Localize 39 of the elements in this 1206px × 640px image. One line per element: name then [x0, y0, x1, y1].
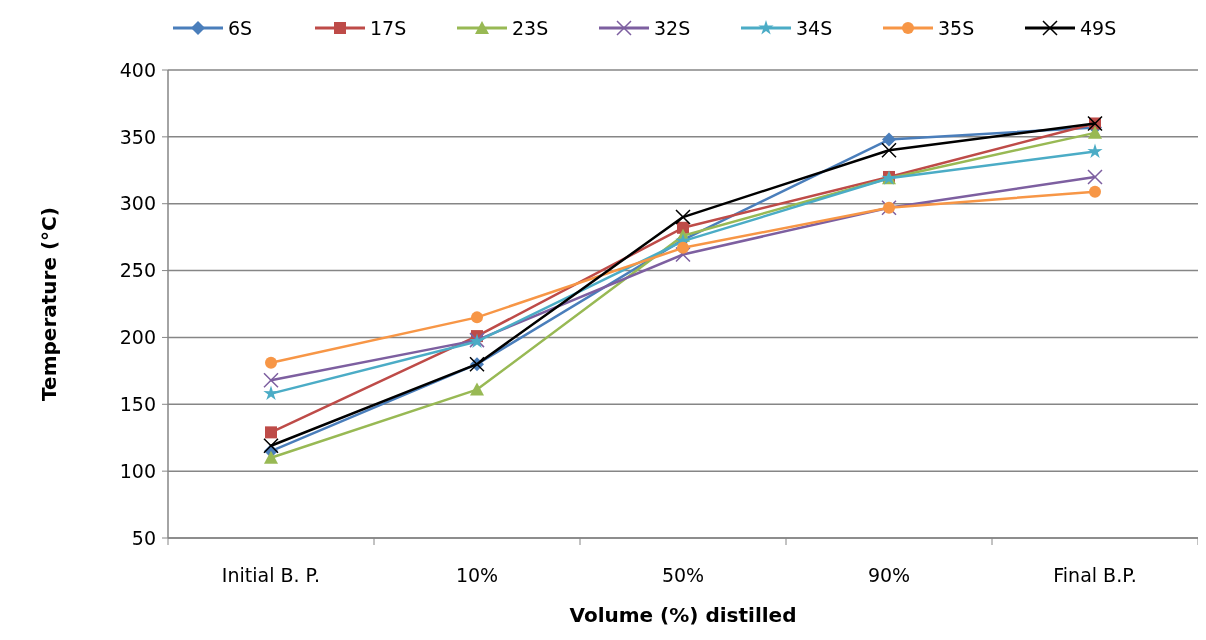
point — [263, 385, 279, 401]
legend-label: 6S — [228, 16, 253, 39]
legend-label: 49S — [1080, 16, 1117, 39]
y-tick-label: 350 — [119, 125, 156, 148]
x-tick-label: 10% — [455, 564, 499, 586]
y-tick-label: 300 — [119, 192, 156, 215]
point — [881, 142, 897, 158]
y-axis-title: Temperature (°C) — [37, 207, 61, 401]
point — [1088, 125, 1102, 139]
point — [1089, 185, 1101, 198]
legend-label: 34S — [796, 16, 833, 39]
legend-label: 32S — [654, 16, 691, 39]
x-axis-title: Volume (%) distilled — [569, 603, 797, 627]
legend-label: 35S — [938, 16, 975, 39]
point — [470, 382, 484, 396]
point — [264, 450, 278, 464]
y-tick-label: 400 — [119, 58, 156, 81]
point — [675, 246, 691, 263]
point — [675, 209, 691, 225]
point — [471, 311, 483, 324]
x-tick-label: 50% — [661, 564, 705, 586]
point — [265, 356, 277, 369]
point — [882, 132, 896, 147]
legend-label: 17S — [370, 16, 407, 39]
x-tick-label: 90% — [867, 564, 911, 586]
point — [677, 241, 689, 254]
point — [1087, 143, 1103, 159]
x-tick-label: Final B.P. — [1053, 564, 1137, 586]
legend-label: 23S — [512, 16, 549, 39]
point — [263, 372, 279, 388]
y-tick-label: 100 — [119, 459, 156, 482]
y-tick-label: 50 — [131, 526, 156, 549]
point — [265, 426, 277, 439]
y-tick-label: 250 — [119, 259, 156, 282]
y-tick-label: 150 — [119, 392, 156, 415]
y-tick-label: 200 — [119, 326, 156, 349]
x-tick-label: Initial B. P. — [221, 564, 321, 586]
point — [1087, 169, 1103, 185]
point — [263, 437, 279, 454]
